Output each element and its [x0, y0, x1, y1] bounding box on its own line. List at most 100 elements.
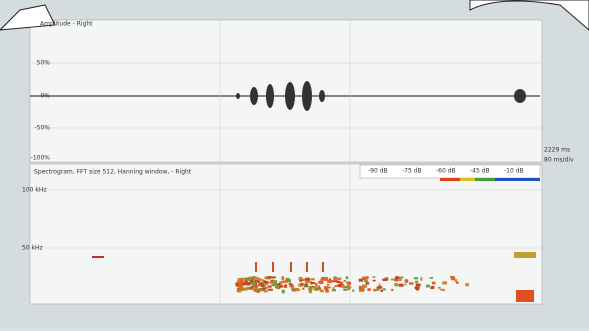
spectrogram-spot	[277, 287, 281, 289]
spectrogram-spot	[404, 284, 406, 286]
spectrogram-spot	[409, 282, 414, 284]
spectrogram-spot	[282, 290, 285, 293]
spectrogram-spot	[302, 288, 304, 290]
call-sweep	[306, 262, 308, 272]
spectrogram-spot	[325, 289, 329, 292]
spectrogram-spot	[438, 287, 441, 289]
call-sweep	[255, 262, 257, 272]
spectrogram-spot	[432, 282, 436, 285]
spectrogram-spot	[250, 281, 253, 283]
spectrogram-spot	[254, 285, 258, 288]
spectrogram-spot	[311, 282, 315, 284]
spectrogram-spot	[236, 285, 239, 287]
spectrogram-spot	[264, 290, 268, 293]
spectrogram-spot	[396, 284, 400, 286]
spectrogram-spot	[346, 285, 350, 288]
spectrogram-spot	[270, 280, 274, 283]
spectrogram-spot	[289, 283, 292, 285]
spectrogram-spot	[347, 282, 350, 285]
spectrogram-spot	[373, 280, 376, 282]
call-sweep	[322, 262, 324, 272]
spectrogram-spot	[333, 287, 335, 290]
spectrogram-spot	[279, 285, 284, 287]
spectrogram-spot	[342, 285, 345, 288]
y-tick-label: 50%	[37, 60, 51, 67]
y-tick-label: -50%	[34, 125, 50, 132]
colorbar-label: -90 dB	[368, 168, 388, 175]
spectrogram-spot	[242, 278, 245, 280]
spectrogram-spot	[268, 289, 273, 291]
spectrogram-spot	[254, 277, 258, 280]
spectrogram-spot	[337, 281, 341, 283]
spectrogram-spot	[327, 284, 330, 286]
spectrogram-spot	[276, 283, 280, 285]
spectrogram-spot	[265, 276, 269, 279]
spectrogram-spot	[430, 277, 433, 279]
spectrogram-spot	[264, 283, 268, 285]
spectrogram-spot	[305, 278, 310, 281]
spectrogram-spot	[442, 281, 447, 284]
spectrogram-spot	[316, 288, 320, 290]
spectrogram-spot	[456, 282, 459, 284]
spectrogram-spot	[346, 289, 348, 291]
spectrogram-spot	[440, 289, 444, 291]
spectrogram-spot	[336, 278, 339, 281]
scale-label: 80 ms/div	[544, 157, 574, 164]
spectrogram-spot	[405, 279, 409, 282]
spectrogram-spot	[364, 279, 368, 282]
y-tick-label: 100 kHz	[22, 187, 47, 194]
screenshot: Amplitude - Right Spectrogram, FFT size …	[0, 0, 589, 327]
call-sweep	[290, 262, 292, 272]
amplitude-title: Amplitude - Right	[40, 21, 93, 28]
spectrogram-spot	[243, 288, 247, 290]
call-sweep	[272, 262, 274, 272]
spectrogram-spot	[271, 276, 276, 278]
spectrogram-spot	[285, 284, 287, 286]
spectrogram-spot	[367, 288, 370, 291]
time-label: 2229 ms	[544, 147, 570, 154]
spectrogram-spot	[399, 278, 402, 281]
spectrogram-spot	[309, 286, 311, 289]
spectrogram-spot	[296, 289, 300, 291]
spectrogram-spot	[514, 252, 536, 258]
y-tick-label: 50 kHz	[22, 245, 43, 252]
spectrogram-spot	[293, 288, 296, 291]
spectrogram-spot	[299, 280, 302, 282]
spectrogram-spot	[263, 288, 266, 290]
spectrogram-spot	[267, 286, 271, 288]
spectrogram-spot	[373, 276, 376, 278]
spectrogram-spot	[377, 287, 379, 289]
spectrogram-spot	[273, 283, 277, 286]
spectrogram-spot	[431, 286, 434, 289]
spectrogram-spot	[333, 280, 336, 282]
spectrogram-spot	[373, 289, 375, 291]
spectrogram-spot	[420, 277, 422, 280]
spectrogram-spot	[310, 278, 314, 280]
spectrogram-spot	[320, 290, 324, 292]
colorbar-label: -75 dB	[402, 168, 422, 175]
spectrogram-spot	[261, 284, 264, 287]
spectrogram-spot	[399, 284, 404, 287]
spectrogram-spot	[309, 290, 312, 293]
spectrogram-spot	[352, 290, 354, 292]
spectrogram-spot	[414, 277, 418, 279]
colorbar-label: -60 dB	[436, 168, 456, 175]
spectrogram-spot	[241, 288, 243, 290]
spectrogram-spot	[315, 283, 317, 286]
spectrogram-spot	[251, 286, 253, 288]
spectrogram-spot	[281, 276, 284, 279]
spectrogram-spot	[362, 284, 367, 287]
spectrogram-spot	[465, 283, 469, 286]
spectrogram-spot	[516, 290, 534, 302]
spectrogram-spot	[380, 289, 382, 291]
spectrogram-spot	[379, 284, 381, 286]
spectrogram-spot	[335, 285, 340, 287]
spectrogram-spot	[426, 285, 430, 288]
spectrogram-spot	[324, 277, 328, 280]
spectrogram-spot	[286, 279, 288, 282]
spectrogram-spot	[281, 281, 284, 284]
page: Amplitude - Right Spectrogram, FFT size …	[0, 0, 589, 327]
spectrogram-spot	[359, 279, 363, 282]
spectrogram-spot	[391, 289, 393, 291]
spectrogram-spot	[416, 284, 421, 287]
